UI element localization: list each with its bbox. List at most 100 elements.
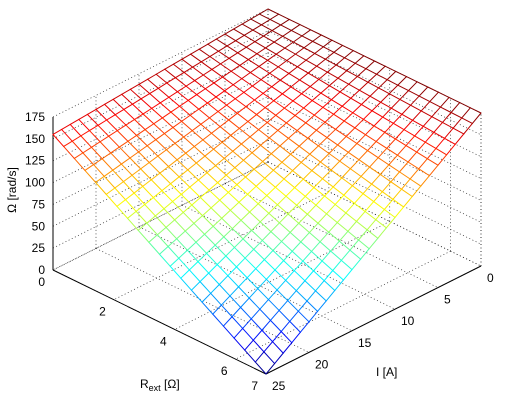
mesh-segment bbox=[251, 221, 261, 231]
mesh-segment bbox=[127, 217, 139, 231]
mesh-segment bbox=[260, 72, 271, 81]
mesh-segment bbox=[220, 295, 231, 306]
mesh-segment bbox=[138, 83, 151, 95]
mesh-segment bbox=[424, 131, 435, 143]
mesh-segment bbox=[339, 151, 349, 162]
mesh-segment bbox=[233, 28, 245, 36]
mesh-segment bbox=[328, 152, 341, 162]
mesh-segment bbox=[142, 113, 155, 125]
mesh-segment bbox=[147, 73, 157, 80]
mesh-segment bbox=[159, 96, 170, 104]
mesh-segment bbox=[297, 66, 309, 74]
mesh-segment bbox=[422, 125, 435, 133]
mesh-segment bbox=[260, 137, 270, 146]
mesh-segment bbox=[444, 137, 456, 145]
mesh-segment bbox=[191, 204, 203, 217]
mesh-segment bbox=[358, 229, 368, 241]
mesh-segment bbox=[185, 80, 196, 87]
mesh-segment bbox=[320, 92, 332, 101]
mesh-segment bbox=[272, 250, 285, 262]
mesh-segment bbox=[91, 141, 101, 148]
mesh-segment bbox=[135, 203, 146, 212]
mesh-segment bbox=[363, 55, 375, 62]
mesh-segment bbox=[254, 92, 264, 101]
mesh-segment bbox=[356, 68, 367, 77]
mesh-segment bbox=[195, 241, 208, 254]
mesh-segment bbox=[246, 268, 257, 279]
mesh-segment bbox=[165, 142, 176, 151]
mesh-segment bbox=[125, 192, 135, 201]
mesh-segment bbox=[276, 204, 289, 215]
mesh-segment bbox=[216, 255, 227, 266]
mesh-segment bbox=[110, 152, 122, 165]
mesh-segment bbox=[200, 123, 212, 134]
mesh-segment bbox=[233, 23, 243, 30]
mesh-segment bbox=[167, 238, 178, 248]
mesh-segment bbox=[301, 86, 311, 95]
mesh-segment bbox=[276, 195, 287, 206]
mesh-segment bbox=[200, 117, 210, 125]
mesh-segment bbox=[275, 107, 285, 116]
mesh-segment bbox=[388, 164, 400, 173]
mesh-segment bbox=[315, 290, 327, 302]
mesh-segment bbox=[388, 93, 401, 100]
mesh-segment bbox=[297, 59, 307, 68]
mesh-segment bbox=[240, 297, 250, 308]
mesh-segment bbox=[114, 181, 124, 189]
mesh-segment bbox=[156, 234, 169, 248]
mesh-segment bbox=[166, 82, 178, 93]
mesh-segment bbox=[442, 121, 454, 129]
mesh-segment bbox=[384, 122, 394, 133]
mesh-segment bbox=[217, 110, 230, 121]
mesh-segment bbox=[73, 157, 86, 171]
mesh-segment bbox=[281, 161, 294, 172]
mesh-segment bbox=[221, 141, 234, 152]
mesh-segment bbox=[296, 122, 307, 132]
mesh-segment bbox=[142, 179, 152, 187]
mesh-segment bbox=[326, 213, 338, 224]
mesh-segment bbox=[383, 208, 396, 218]
mesh-segment bbox=[334, 203, 347, 214]
mesh-segment bbox=[433, 131, 446, 139]
mesh-segment bbox=[242, 229, 253, 240]
mesh-segment bbox=[176, 238, 188, 251]
mesh-segment bbox=[356, 220, 368, 231]
mesh-segment bbox=[302, 178, 315, 189]
mesh-segment bbox=[151, 107, 163, 119]
mesh-segment bbox=[183, 136, 195, 148]
mesh-segment bbox=[254, 351, 265, 363]
mesh-segment bbox=[265, 269, 276, 280]
mesh-segment bbox=[226, 98, 236, 106]
mesh-segment bbox=[290, 86, 303, 95]
mesh-segment bbox=[294, 114, 307, 124]
mesh-segment bbox=[234, 167, 246, 178]
mesh-segment bbox=[273, 35, 284, 43]
mesh-segment bbox=[270, 153, 283, 163]
mesh-segment bbox=[351, 185, 364, 195]
mesh-segment bbox=[388, 154, 398, 166]
mesh-segment bbox=[146, 145, 159, 157]
mesh-segment bbox=[150, 172, 161, 181]
mesh-segment bbox=[435, 147, 448, 156]
i-tick-label: 25 bbox=[272, 379, 286, 393]
mesh-segment bbox=[229, 286, 240, 297]
i-tick-label: 5 bbox=[444, 293, 451, 307]
mesh-segment bbox=[296, 204, 308, 215]
mesh-segment bbox=[416, 81, 429, 88]
mesh-segment bbox=[172, 58, 183, 65]
mesh-segment bbox=[377, 157, 390, 166]
mesh-segment bbox=[245, 176, 257, 187]
mesh-segment bbox=[354, 118, 364, 129]
mesh-segment bbox=[342, 44, 354, 52]
mesh-segment bbox=[328, 231, 340, 242]
mesh-segment bbox=[239, 64, 251, 74]
mesh-segment bbox=[319, 161, 332, 171]
mesh-segment bbox=[265, 363, 276, 375]
mesh-segment bbox=[154, 208, 165, 217]
mesh-segment bbox=[136, 134, 148, 147]
mesh-segment bbox=[170, 111, 183, 122]
mesh-segment bbox=[174, 77, 187, 87]
mesh-segment bbox=[121, 88, 131, 95]
mesh-segment bbox=[86, 113, 99, 126]
mesh-segment bbox=[303, 107, 315, 116]
